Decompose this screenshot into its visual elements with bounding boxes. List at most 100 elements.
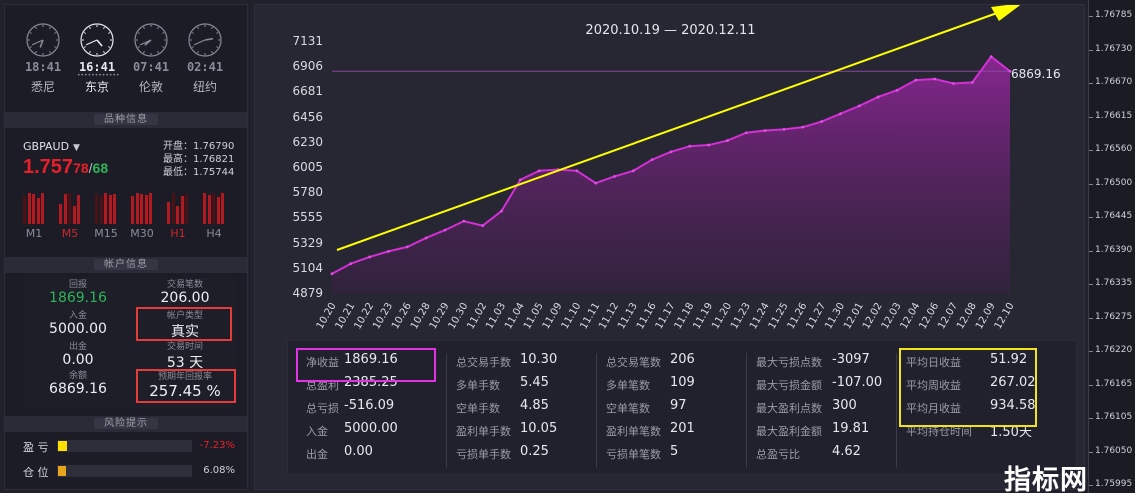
strength-bar [212, 193, 215, 224]
stat-value: 97 [670, 398, 687, 413]
chart-end-label: 6869.16 [1011, 67, 1061, 81]
highlight-net-profit [296, 348, 436, 382]
equity-point [707, 143, 711, 147]
price-axis: 1.76785 1.76730 1.76670 1.76615 1.76560 1.765… [1088, 0, 1135, 493]
trades-label: 交易笔数 [166, 280, 203, 290]
stat-label: 空单笔数 [606, 402, 650, 415]
clock-city: 东京 [84, 80, 109, 94]
strength-bar [27, 193, 31, 224]
stats-row: 总交易笔数 206 [606, 351, 751, 374]
risk-pl-fill [58, 441, 68, 451]
account-info-header: 帐户信息 [5, 257, 247, 273]
clock-0[interactable]: 18:41 悉尼 [23, 23, 63, 95]
symbol-name: GBPAUD [23, 140, 70, 153]
stats-column-2: 总交易手数 10.30 多单手数 5.45 空单手数 4.85 盈利单手数 10.05 亏损单手… [456, 351, 601, 466]
risk-pos-fill [58, 466, 66, 476]
stat-label: 总交易手数 [456, 356, 511, 369]
price-tick-label: 1.76165 [1088, 378, 1133, 389]
stats-row: 平均持仓时间 1.50天 [906, 420, 1051, 443]
stat-value: 206 [670, 352, 695, 367]
stat-value: 0.25 [520, 444, 549, 459]
strength-bar [108, 195, 112, 224]
strength-bar [36, 198, 40, 224]
timeframe-bars [23, 193, 45, 224]
equity-point [368, 255, 372, 259]
price-tick-label: 1.76730 [1088, 43, 1133, 54]
low-row: 最低：1.75744 [163, 166, 234, 179]
clock-active-dots: •••••••••••• [77, 72, 120, 79]
equity-point [443, 228, 447, 232]
deposit-label: 入金 [68, 311, 87, 321]
strength-bar [59, 204, 62, 224]
price-tick-label: 1.76050 [1088, 445, 1133, 456]
strength-bar [135, 193, 139, 224]
equity-point [839, 112, 842, 116]
y-tick-label: 6005 [292, 160, 323, 174]
equity-point [613, 174, 616, 178]
strength-bar [149, 193, 152, 224]
timeframe-h1[interactable]: H1 [170, 227, 186, 240]
stat-value: 1869.16 [344, 352, 398, 367]
strength-bar [167, 202, 170, 224]
equity-point [650, 158, 654, 162]
balance-block: 余额 6869.16 [23, 368, 133, 397]
y-tick-label: 6681 [292, 84, 323, 99]
strength-bar [63, 194, 67, 224]
clock-2[interactable]: 07:41 伦敦 [131, 23, 171, 95]
stat-value: 4.62 [832, 444, 861, 459]
timeframe-m1[interactable]: M1 [25, 227, 43, 240]
highlight-average-returns [899, 348, 1037, 427]
timeframe-bars [203, 193, 225, 224]
clock-1[interactable]: 16:41 •••••••••••• 东京 [77, 23, 120, 95]
stat-value: 5000.00 [344, 421, 398, 436]
price-tick-label: 1.76560 [1088, 144, 1133, 154]
timeframe-m30[interactable]: M30 [130, 227, 154, 240]
price-ask-pips: 68 [92, 160, 109, 176]
stats-row: 平均周收益 267.02 [906, 374, 1051, 397]
clock-time: 07:41 [132, 60, 170, 74]
risk-info-header: 风险提示 [5, 416, 247, 432]
strength-bar [68, 193, 71, 224]
y-tick-label: 7131 [292, 34, 323, 48]
stat-value: 51.92 [990, 352, 1028, 367]
low-label: 最低： [163, 167, 193, 178]
stats-column-4: 最大亏损点数 -3097 最大亏损金额 -107.00 最大盈利点数 300 最大盈利金额 1… [756, 351, 901, 466]
stat-value: 19.81 [832, 421, 870, 436]
stat-value: 109 [670, 375, 695, 390]
stat-value: 267.02 [990, 375, 1036, 390]
equity-chart: 10.2010.2110.2210.2310.2610.2810.2910.30… [315, 5, 1021, 331]
timeframe-bars [167, 193, 189, 224]
stats-row: 总交易手数 10.30 [456, 351, 601, 374]
acct-type-label: 帐户类型 [166, 311, 203, 321]
equity-point [669, 150, 673, 154]
watermark: 指标网 [1004, 465, 1088, 493]
symbol-selector[interactable]: GBPAUD ▼ [23, 140, 80, 153]
stat-label: 盈利单手数 [456, 425, 511, 438]
price-main: 1.757 [23, 156, 74, 178]
stats-row: 总盈亏比 4.62 [756, 443, 901, 466]
strength-bar [113, 194, 116, 224]
trades-value: 206.00 [160, 290, 210, 306]
highlight-acct-type [136, 307, 232, 341]
stats-row: 净收益 1869.16 [306, 351, 451, 374]
y-tick-label: 6230 [292, 134, 323, 149]
clock-city: 纽约 [192, 80, 217, 94]
stat-value: 934.58 [990, 398, 1036, 413]
timeframe-bars [131, 193, 153, 224]
stats-row: 亏损单笔数 5 [606, 443, 751, 466]
timeframe-m15[interactable]: M15 [94, 227, 118, 240]
clock-3[interactable]: 02:41 纽约 [185, 23, 225, 95]
equity-point [876, 95, 880, 99]
equity-point [481, 224, 485, 228]
equity-point [782, 127, 786, 131]
equity-point [424, 236, 428, 240]
strength-bar [221, 193, 224, 224]
price-tick-label: 1.76275 [1088, 311, 1133, 322]
timeframe-h4[interactable]: H4 [206, 227, 222, 240]
strength-bar [171, 193, 175, 224]
price-display: 1.75778/68 [23, 156, 108, 179]
timeframe-m5[interactable]: M5 [61, 227, 79, 240]
clock-time: 16:41 [78, 60, 116, 74]
stats-row: 多单手数 5.45 [456, 374, 601, 397]
stat-label: 出金 [306, 448, 328, 461]
